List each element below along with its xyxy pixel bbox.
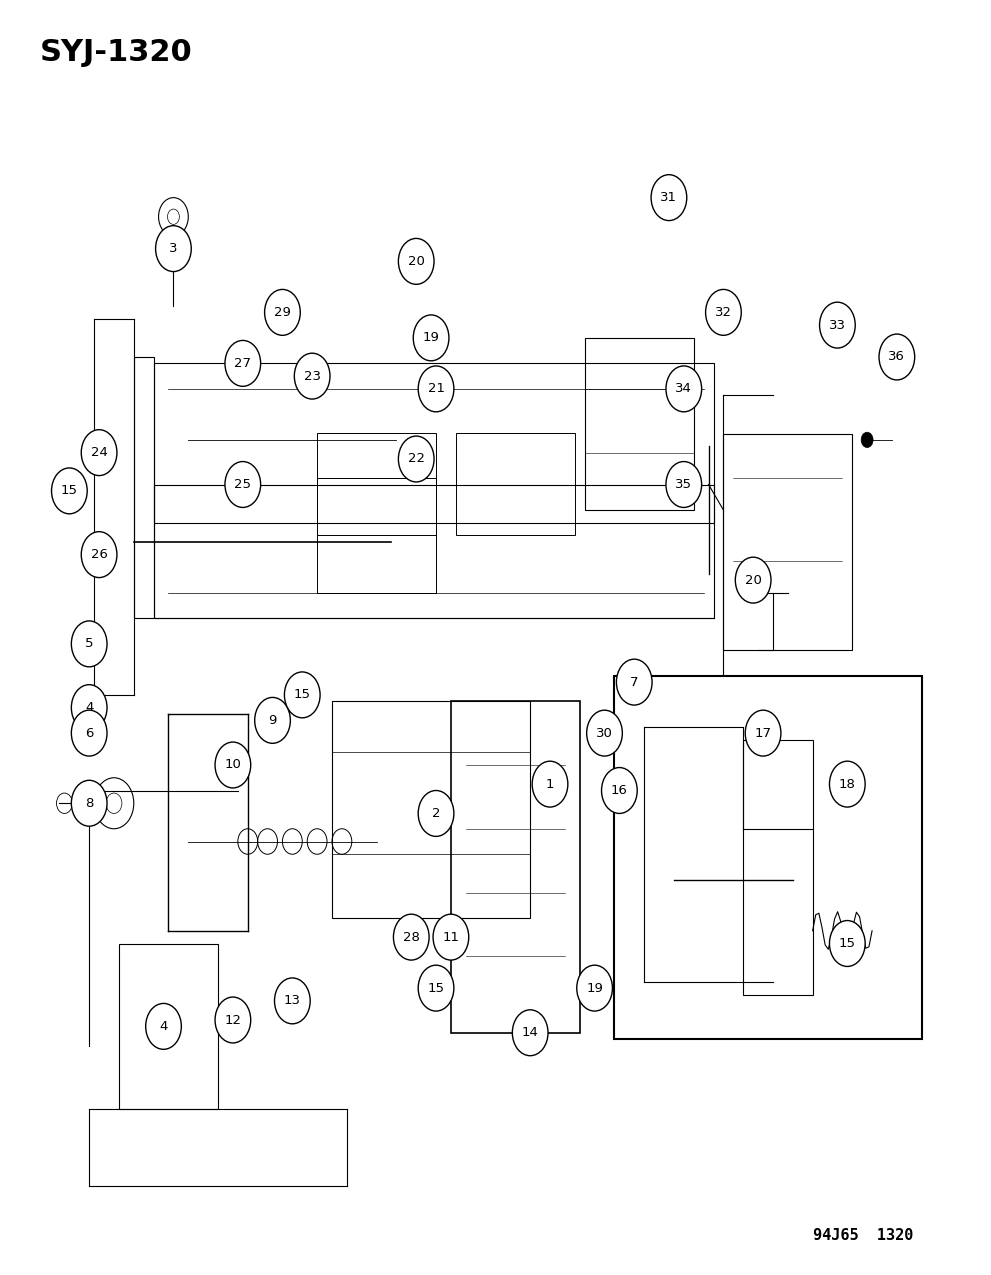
- Circle shape: [532, 761, 568, 807]
- Text: 6: 6: [85, 727, 93, 739]
- Text: SYJ-1320: SYJ-1320: [40, 38, 192, 68]
- Bar: [317, 434, 436, 536]
- Bar: [614, 676, 922, 1039]
- Circle shape: [861, 432, 873, 448]
- Text: 28: 28: [402, 931, 420, 944]
- Circle shape: [418, 366, 454, 412]
- Text: 13: 13: [283, 994, 301, 1007]
- Text: 34: 34: [675, 382, 693, 395]
- Text: 17: 17: [754, 727, 772, 739]
- Circle shape: [651, 175, 687, 221]
- Circle shape: [71, 780, 107, 826]
- Text: 9: 9: [269, 714, 276, 727]
- Circle shape: [146, 1003, 181, 1049]
- Text: 11: 11: [442, 931, 460, 944]
- Circle shape: [587, 710, 622, 756]
- Circle shape: [215, 742, 251, 788]
- Circle shape: [820, 302, 855, 348]
- Text: 19: 19: [586, 982, 604, 994]
- Text: 32: 32: [715, 306, 732, 319]
- Circle shape: [81, 532, 117, 578]
- Circle shape: [666, 366, 702, 412]
- Text: 20: 20: [407, 255, 425, 268]
- Circle shape: [275, 978, 310, 1024]
- Text: 14: 14: [521, 1026, 539, 1039]
- Text: 22: 22: [407, 453, 425, 465]
- Circle shape: [512, 1010, 548, 1056]
- Text: 15: 15: [838, 937, 856, 950]
- Circle shape: [265, 289, 300, 335]
- Text: 2: 2: [432, 807, 440, 820]
- Text: 30: 30: [596, 727, 613, 739]
- Circle shape: [71, 621, 107, 667]
- Text: 7: 7: [630, 676, 638, 688]
- Circle shape: [398, 238, 434, 284]
- Text: 23: 23: [303, 370, 321, 382]
- Circle shape: [71, 710, 107, 756]
- Text: 36: 36: [888, 351, 906, 363]
- Text: 1: 1: [546, 778, 554, 790]
- Text: 21: 21: [427, 382, 445, 395]
- Bar: [456, 434, 575, 536]
- Circle shape: [879, 334, 915, 380]
- Text: 25: 25: [234, 478, 252, 491]
- Circle shape: [225, 340, 261, 386]
- Circle shape: [666, 462, 702, 507]
- Text: 94J65  1320: 94J65 1320: [813, 1228, 913, 1243]
- Text: 4: 4: [85, 701, 93, 714]
- Circle shape: [745, 710, 781, 756]
- Text: 26: 26: [90, 548, 108, 561]
- Circle shape: [156, 226, 191, 272]
- Text: 15: 15: [60, 484, 78, 497]
- Text: 18: 18: [838, 778, 856, 790]
- Text: 35: 35: [675, 478, 693, 491]
- Text: 4: 4: [160, 1020, 167, 1033]
- Circle shape: [616, 659, 652, 705]
- Circle shape: [418, 965, 454, 1011]
- Circle shape: [735, 557, 771, 603]
- Text: 10: 10: [224, 759, 242, 771]
- Circle shape: [284, 672, 320, 718]
- Circle shape: [255, 697, 290, 743]
- Circle shape: [52, 468, 87, 514]
- Circle shape: [393, 914, 429, 960]
- Circle shape: [602, 768, 637, 813]
- Text: 3: 3: [169, 242, 177, 255]
- Text: 16: 16: [610, 784, 628, 797]
- Circle shape: [706, 289, 741, 335]
- Text: 27: 27: [234, 357, 252, 370]
- Circle shape: [71, 685, 107, 731]
- Text: 31: 31: [660, 191, 678, 204]
- Text: 19: 19: [422, 332, 440, 344]
- Text: 24: 24: [90, 446, 108, 459]
- Text: 20: 20: [744, 574, 762, 586]
- Circle shape: [215, 997, 251, 1043]
- Text: 29: 29: [274, 306, 291, 319]
- Circle shape: [225, 462, 261, 507]
- Circle shape: [433, 914, 469, 960]
- Circle shape: [418, 790, 454, 836]
- Circle shape: [294, 353, 330, 399]
- Circle shape: [413, 315, 449, 361]
- Text: 33: 33: [828, 319, 846, 332]
- Text: 15: 15: [427, 982, 445, 994]
- Circle shape: [398, 436, 434, 482]
- Circle shape: [829, 921, 865, 966]
- Text: 5: 5: [85, 638, 93, 650]
- Text: 12: 12: [224, 1014, 242, 1026]
- Text: 8: 8: [85, 797, 93, 810]
- Circle shape: [577, 965, 612, 1011]
- Text: 15: 15: [293, 688, 311, 701]
- Circle shape: [81, 430, 117, 476]
- Bar: [317, 478, 436, 593]
- Circle shape: [829, 761, 865, 807]
